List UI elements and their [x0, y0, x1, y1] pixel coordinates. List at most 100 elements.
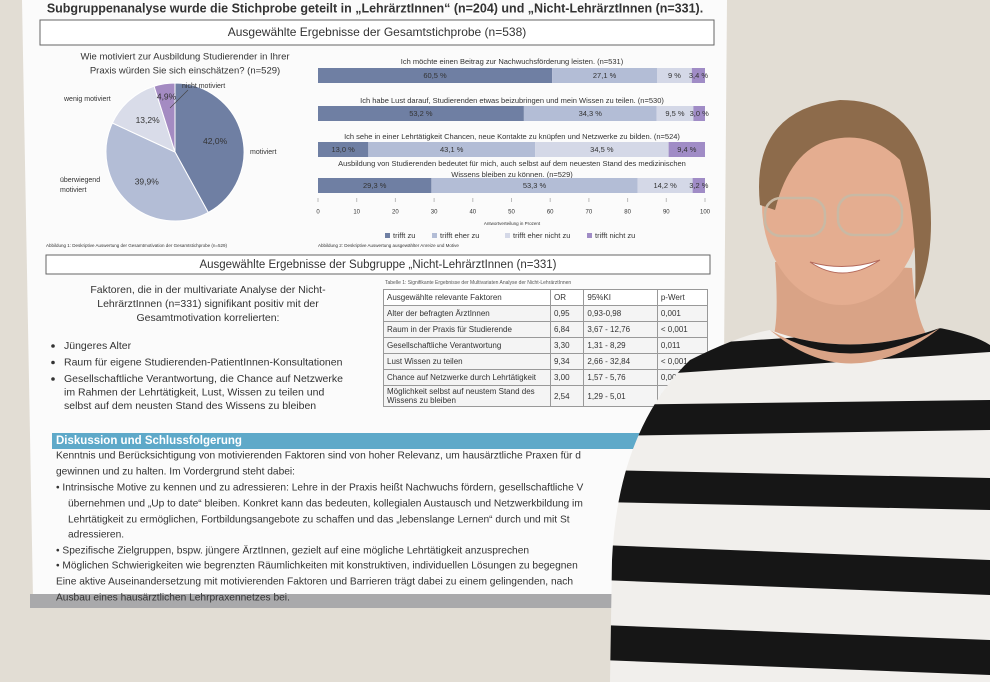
- poster-rod: [30, 594, 725, 608]
- legend-swatch: [385, 233, 390, 238]
- bar-value-label: 3,0 %: [690, 109, 710, 118]
- discussion-bar: [52, 433, 657, 449]
- factors-intro: Faktoren, die in der multivariate Analys…: [90, 284, 326, 296]
- bar-value-label: 9 %: [668, 71, 681, 80]
- factors-intro: LehrärztInnen (n=331) signifikant positi…: [97, 298, 319, 310]
- leader-line: [169, 89, 189, 109]
- pie-slice: [174, 82, 245, 214]
- table-caption: Tabelle 1: Signifikante Ergebnisse der M…: [385, 280, 572, 286]
- discussion-line: adressieren.: [68, 530, 124, 541]
- bar-value-label: 43,1 %: [440, 145, 464, 154]
- table-cell: 1,29 - 5,01: [583, 385, 658, 407]
- bullet-text: Gesellschaftliche Verantwortung, die Cha…: [64, 373, 343, 385]
- bar-segment: [431, 178, 638, 193]
- pie-label: nicht motiviert: [182, 83, 225, 90]
- pie-label: überwiegend: [60, 177, 100, 184]
- pie-value-label: 13,2%: [136, 115, 161, 125]
- section-box: [45, 254, 711, 275]
- bullet-text: Raum für eigene Studierenden-PatientInne…: [64, 356, 343, 368]
- pie-slice: [105, 122, 209, 222]
- pie-value-label: 39,9%: [135, 177, 160, 187]
- legend-label: trifft zu: [393, 231, 415, 240]
- bar-segment: [318, 106, 524, 121]
- bar-value-label: 9,5 %: [665, 109, 685, 118]
- bar-segment: [691, 68, 705, 83]
- neckline: [770, 328, 940, 364]
- table-cell: Möglichkeit selbst auf neustem Stand des…: [383, 385, 551, 407]
- x-tick-label: 100: [700, 210, 711, 216]
- axis-label: Antwortverteilung in Prozent: [484, 221, 541, 226]
- table-cell: < 0,001: [656, 321, 709, 338]
- bar-segment: [318, 142, 369, 157]
- discussion-line: Eine aktive Auseinandersetzung mit motiv…: [56, 577, 573, 588]
- bullet-dot: [51, 377, 55, 381]
- bar-value-label: 3,2 %: [689, 181, 709, 190]
- bullet-dot: [51, 344, 55, 348]
- bullet-text: im Rahmen der Lehrtätigkeit, Lust, Wisse…: [64, 386, 324, 398]
- bar-segment: [318, 178, 432, 193]
- legend-label: trifft nicht zu: [595, 231, 635, 240]
- discussion-line: gewinnen und zu halten. Im Vordergrund s…: [56, 467, 295, 478]
- glasses-right: [836, 193, 904, 237]
- section-title: Ausgewählte Ergebnisse der Gesamtstichpr…: [228, 25, 527, 39]
- table-row: Ausgewählte relevante Faktoren OR 95%KI p-W…: [383, 289, 709, 306]
- pie-label: motiviert: [60, 187, 87, 194]
- discussion-line: Ausbau eines hausärztlichen Lehrpraxenne…: [56, 593, 290, 604]
- discussion-line: Kenntnis und Berücksichtigung von motivi…: [56, 451, 581, 462]
- bullet-text: Jüngeres Alter: [64, 340, 132, 352]
- bar-value-label: 14,2 %: [653, 181, 677, 190]
- legend-swatch: [587, 233, 592, 238]
- question: Ausbildung von Studierenden bedeutet für…: [338, 159, 686, 168]
- pie-label: wenig motiviert: [63, 96, 111, 103]
- x-tick-label: 30: [431, 210, 438, 216]
- bullet-dot: [51, 360, 55, 365]
- table-cell: 1,57 - 5,76: [583, 369, 658, 386]
- shirt-stripes: [610, 328, 990, 675]
- factors-intro: Gesamtmotivation korrelierten:: [137, 312, 280, 324]
- table-cell: 6,84: [549, 321, 585, 338]
- table-cell: p-Wert: [656, 289, 709, 306]
- bar-value-label: 34,3 %: [579, 109, 603, 118]
- discussion-line: • Intrinsische Motive zu kennen und zu a…: [56, 483, 584, 494]
- figure-caption: Abbildung 1: Deskriptive Auswertung der …: [46, 243, 227, 248]
- x-tick-label: 60: [547, 210, 554, 216]
- question: Ich habe Lust darauf, Studierenden etwas…: [360, 96, 664, 105]
- section-box: [39, 19, 715, 46]
- discussion-title: Diskussion und Schlussfolgerung: [56, 435, 242, 447]
- hair: [759, 100, 931, 300]
- pie-value-label: 42,0%: [203, 136, 228, 146]
- bar-segment: [656, 106, 694, 121]
- x-tick-label: 40: [469, 210, 476, 216]
- table-cell: Gesellschaftliche Verantwortung: [383, 337, 551, 354]
- bar-value-label: 29,3 %: [363, 181, 387, 190]
- table-cell: 0,001: [656, 305, 709, 322]
- bar-segment: [318, 68, 553, 83]
- question: Ich sehe in einer Lehrtätigkeit Chancen,…: [344, 132, 680, 141]
- x-tick-label: 50: [508, 210, 515, 216]
- pie-slice: [153, 82, 176, 153]
- x-tick-label: 90: [663, 210, 670, 216]
- bar-value-label: 34,5 %: [590, 145, 614, 154]
- pie-slice: [111, 85, 176, 153]
- bar-value-label: 13,0 %: [331, 145, 355, 154]
- question: Wissens bleiben zu können. (n=529): [451, 170, 573, 179]
- bar-segment: [368, 142, 536, 157]
- bar-value-label: 53,2 %: [409, 109, 433, 118]
- pie-value-label: 4,9%: [157, 92, 177, 102]
- table-cell: 1,31 - 8,29: [583, 337, 658, 354]
- bar-segment: [523, 106, 657, 121]
- pie-title: Wie motiviert zur Ausbildung Studierende…: [80, 52, 289, 63]
- legend-swatch: [505, 233, 510, 238]
- table-cell: OR: [549, 289, 585, 306]
- bar-segment: [692, 178, 705, 193]
- x-tick-label: 70: [586, 210, 593, 216]
- bar-segment: [657, 68, 692, 83]
- question: Ich möchte einen Beitrag zur Nachwuchsfö…: [401, 57, 624, 66]
- pie-title: Praxis würden Sie sich einschätzen? (n=5…: [90, 66, 280, 77]
- section-title: Ausgewählte Ergebnisse der Subgruppe „Ni…: [199, 259, 556, 271]
- bar-segment: [668, 142, 705, 157]
- figure-caption: Abbildung 2: Deskriptive Auswertung ausg…: [318, 243, 459, 248]
- bar-value-label: 53,3 %: [523, 181, 547, 190]
- x-tick-label: 20: [392, 210, 399, 216]
